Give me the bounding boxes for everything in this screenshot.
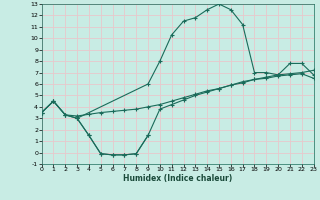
X-axis label: Humidex (Indice chaleur): Humidex (Indice chaleur) bbox=[123, 174, 232, 183]
